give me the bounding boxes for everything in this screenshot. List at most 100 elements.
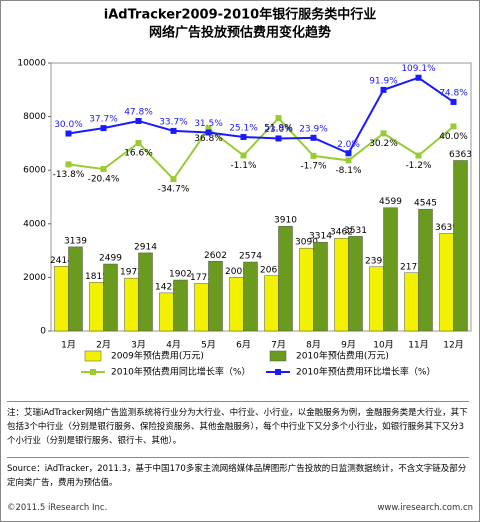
- point-label: 74.8%: [439, 88, 468, 98]
- x-tick-label: 3月: [131, 340, 146, 351]
- x-tick-label: 6月: [236, 340, 251, 351]
- bar: [208, 261, 223, 332]
- bar: [194, 283, 209, 332]
- bar-label: 2397: [365, 256, 388, 266]
- x-tick-label: 4月: [166, 340, 181, 351]
- bar-label: 2173: [400, 262, 423, 272]
- point-label: 51.9%: [264, 124, 293, 134]
- point: [345, 157, 352, 164]
- bar-label: 1902: [169, 270, 192, 280]
- bar: [103, 263, 118, 332]
- bar-label: 3090: [295, 238, 318, 248]
- x-tick-label: 5月: [201, 340, 216, 351]
- y-tick-label: 4000: [23, 219, 46, 229]
- x-tick-label: 9月: [341, 340, 356, 351]
- point: [100, 166, 107, 173]
- x-tick-label: 10月: [373, 340, 393, 351]
- point-label: 2.0%: [337, 140, 360, 150]
- source: Source：iAdTracker，2011.3，基于中国170多家主流网络媒体…: [7, 457, 469, 490]
- point: [380, 130, 387, 137]
- legend-label: 2010年预估费用(万元): [296, 350, 389, 362]
- bar: [138, 252, 153, 332]
- point: [205, 129, 212, 136]
- point: [345, 150, 352, 157]
- chart-title: iAdTracker2009-2010年银行服务类中行业: [104, 7, 376, 23]
- point-label: 40.0%: [439, 132, 468, 142]
- point: [450, 98, 457, 105]
- plot-area: [50, 62, 472, 332]
- point: [65, 161, 72, 168]
- bar-label: 1972: [120, 268, 143, 278]
- website: www.iresearch.com.cn: [377, 503, 473, 513]
- point: [415, 152, 422, 159]
- note: 注：艾瑞iAdTracker网络广告监测系统将行业分为大行业、中行业、小行业，以…: [7, 401, 469, 448]
- point: [240, 133, 247, 140]
- point: [380, 86, 387, 93]
- bar-label: 1773: [190, 273, 213, 283]
- point-label: 91.9%: [369, 76, 398, 86]
- bar-label: 3639: [435, 223, 458, 233]
- x-tick-label: 7月: [271, 340, 286, 351]
- point-label: -20.4%: [88, 175, 120, 185]
- x-tick-label: 8月: [306, 340, 321, 351]
- copyright: ©2011.5 iResearch Inc.: [7, 503, 108, 513]
- point-label: 47.8%: [124, 107, 153, 117]
- bar-label: 3139: [64, 236, 87, 246]
- bar-label: 3462: [330, 228, 353, 238]
- legend-swatch: [84, 350, 102, 362]
- legend-marker: [90, 369, 96, 375]
- legend-label: 2010年预估费用同比增长率（%）: [111, 366, 250, 378]
- bar-label: 3314: [309, 232, 332, 242]
- bar-label: 2499: [99, 254, 122, 264]
- bar-label: 2005: [225, 267, 248, 277]
- bar: [68, 246, 83, 332]
- line: [68, 76, 455, 155]
- bar: [453, 160, 468, 332]
- bar: [418, 208, 433, 332]
- bar: [243, 261, 258, 332]
- point-label: 30.2%: [369, 139, 398, 149]
- point: [275, 115, 282, 122]
- bar-label: 2574: [239, 252, 262, 262]
- bar: [264, 275, 279, 332]
- point: [240, 152, 247, 159]
- point: [65, 130, 72, 137]
- bar-label: 4599: [379, 197, 402, 207]
- legend-marker: [275, 369, 281, 375]
- bar-label: 4545: [414, 199, 437, 209]
- bar-label: 2914: [134, 242, 157, 252]
- bar: [334, 237, 349, 332]
- point-label: -1.1%: [230, 161, 257, 171]
- point-label: -34.7%: [158, 185, 190, 195]
- point-label: -1.7%: [300, 161, 327, 171]
- point: [135, 117, 142, 124]
- bar-label: 2602: [204, 251, 227, 261]
- bar: [404, 272, 419, 332]
- legend-label: 2009年预估费用(万元): [111, 350, 204, 362]
- point: [275, 135, 282, 142]
- point-label: 109.1%: [401, 64, 436, 74]
- y-tick-label: 6000: [23, 166, 46, 176]
- bar: [278, 225, 293, 332]
- x-tick-label: 11月: [408, 340, 428, 351]
- point: [450, 123, 457, 130]
- bar-label: 6363: [449, 150, 472, 160]
- point: [205, 125, 212, 132]
- bar: [159, 292, 174, 332]
- point-label: -8.1%: [335, 166, 362, 176]
- y-tick-label: 0: [40, 327, 46, 337]
- bar-label: 1815: [85, 272, 108, 282]
- bar: [369, 266, 384, 332]
- point: [310, 134, 317, 141]
- point: [170, 176, 177, 183]
- y-tick-label: 10000: [17, 59, 46, 69]
- point-label: 31.5%: [194, 119, 223, 129]
- x-tick-label: 1月: [61, 340, 76, 351]
- bar-label: 1422: [155, 282, 178, 292]
- point: [170, 127, 177, 134]
- point-label: 16.6%: [124, 148, 153, 158]
- bar: [383, 207, 398, 332]
- point-label: 30.0%: [54, 120, 83, 130]
- bar-label: 3910: [274, 216, 297, 226]
